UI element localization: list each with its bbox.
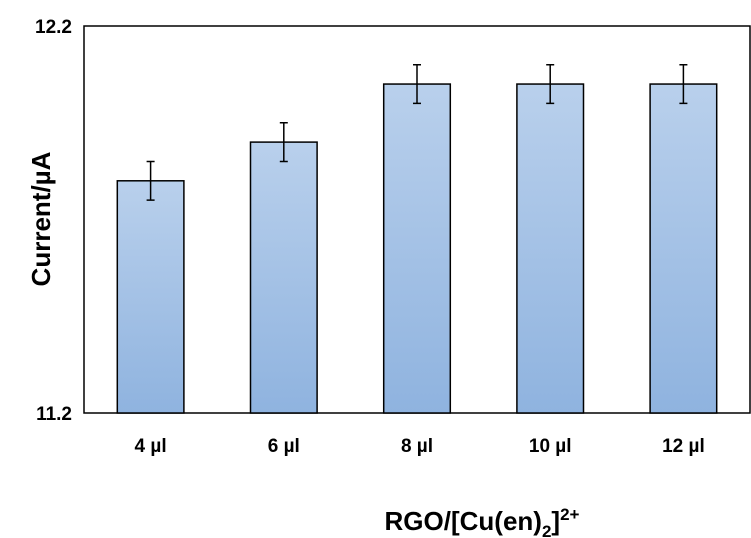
x-tick-labels: 4 µl 6 µl 8 µl 10 µl 12 µl: [135, 436, 705, 457]
x-tick-label: 4 µl: [135, 436, 167, 457]
bar: [649, 83, 718, 414]
y-tick-label: 11.2: [36, 404, 72, 425]
x-tick-label: 12 µl: [662, 436, 705, 457]
bar: [382, 83, 452, 414]
error-bar: [679, 63, 688, 105]
bar: [116, 180, 185, 414]
error-bars-group: [146, 63, 688, 201]
bars-group: [116, 83, 718, 414]
x-tick-label: 8 µl: [401, 436, 433, 457]
x-tick-label: 6 µl: [268, 436, 300, 457]
error-bar: [413, 63, 421, 105]
error-bar: [279, 122, 288, 163]
x-axis-label-bracket: ]: [551, 506, 560, 536]
bar: [516, 83, 585, 414]
y-axis-label: Current/µA: [26, 151, 56, 286]
error-bar: [146, 160, 155, 201]
bar: [249, 141, 318, 414]
x-axis-label-subscript: 2: [542, 522, 551, 538]
x-axis-label-prefix: RGO/[Cu(en): [385, 506, 542, 536]
x-axis-label: RGO/[Cu(en)2]2+: [385, 505, 580, 538]
error-bar: [546, 63, 555, 105]
x-tick-label: 10 µl: [529, 436, 572, 457]
x-axis-label-superscript: 2+: [560, 505, 579, 524]
y-tick-labels: 11.2 12.2: [35, 17, 72, 425]
y-tick-label: 12.2: [35, 17, 72, 38]
